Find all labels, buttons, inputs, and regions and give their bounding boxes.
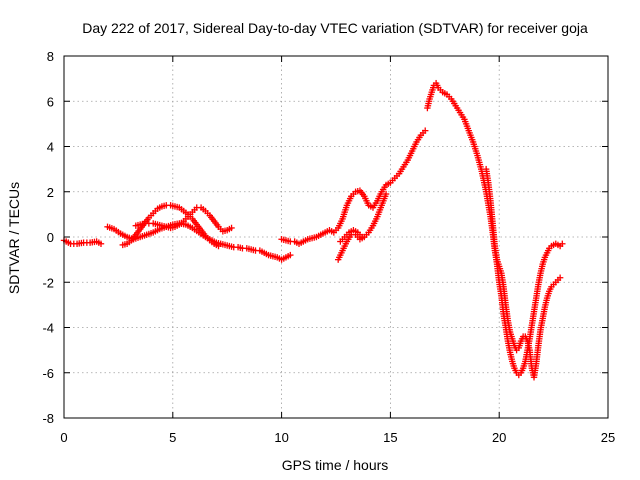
data-point [559,240,566,247]
data-point [97,240,105,247]
chart-title: Day 222 of 2017, Sidereal Day-to-day VTE… [82,20,588,36]
plot-frame [63,55,609,419]
y-tick-labels: -8 -6 -4 -2 0 2 4 6 8 [42,49,54,426]
data-point [287,251,294,259]
x-tick-label: 15 [383,430,397,445]
y-tick-label: -2 [42,275,54,290]
data-point [422,127,429,134]
grid-lines [64,56,608,418]
y-tick-label: -6 [42,366,54,381]
data-point [382,190,390,198]
y-tick-label: -8 [42,411,54,426]
data-point [228,224,235,232]
y-axis-label: SDTVAR / TECUs [6,182,22,294]
y-tick-label: 4 [47,140,54,155]
y-tick-label: 8 [47,49,54,64]
data-points [60,79,566,381]
x-tick-label: 5 [169,430,176,445]
x-tick-labels: 0 5 10 15 20 25 [60,430,615,445]
x-tick-label: 20 [492,430,506,445]
y-tick-label: 6 [47,94,54,109]
y-tick-label: -4 [42,321,54,336]
data-point [556,274,564,281]
y-tick-label: 2 [47,185,54,200]
data-point [215,242,222,250]
x-tick-label: 10 [274,430,288,445]
y-tick-label: 0 [47,230,54,245]
x-tick-label: 25 [601,430,615,445]
data-point [358,233,366,241]
x-axis-label: GPS time / hours [282,457,389,473]
x-tick-label: 0 [60,430,67,445]
